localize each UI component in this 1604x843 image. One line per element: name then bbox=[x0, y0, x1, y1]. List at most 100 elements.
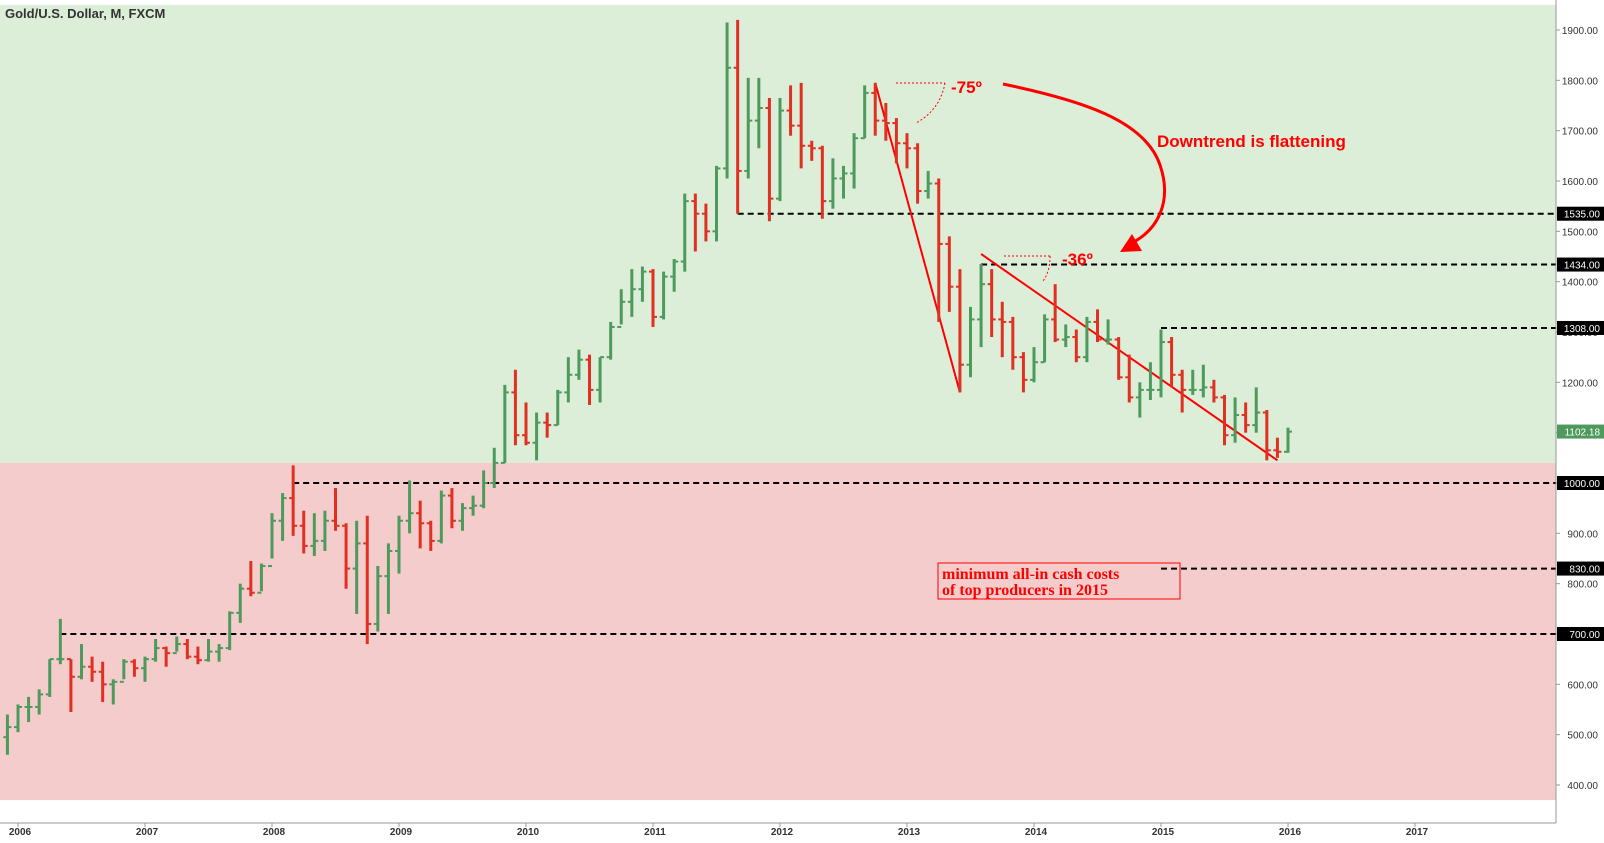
ohlc-bar bbox=[56, 618, 65, 665]
x-tick-label: 2007 bbox=[136, 827, 159, 838]
ohlc-bar bbox=[1072, 329, 1081, 363]
ohlc-bar bbox=[109, 679, 118, 705]
horizontal-levels bbox=[60, 82, 1556, 635]
x-tick-label: 2011 bbox=[644, 827, 666, 838]
level-price-tag bbox=[1557, 320, 1604, 335]
ohlc-bar bbox=[797, 82, 806, 169]
flattening-arrow bbox=[1002, 82, 1166, 248]
ohlc-bar bbox=[532, 412, 541, 461]
ohlc-bar bbox=[151, 639, 160, 662]
background-zone-1 bbox=[0, 462, 1556, 801]
ohlc-bar bbox=[299, 510, 308, 554]
ohlc-bar bbox=[807, 140, 816, 161]
ohlc-bar bbox=[1114, 337, 1123, 380]
ohlc-bar bbox=[723, 22, 732, 179]
ohlc-bar bbox=[627, 269, 636, 317]
ohlc-bar bbox=[395, 515, 403, 574]
level-price-tag bbox=[1557, 627, 1604, 641]
ohlc-bar bbox=[1157, 329, 1165, 398]
ohlc-bar bbox=[564, 357, 573, 403]
ohlc-bar bbox=[1082, 316, 1091, 363]
ohlc-bar bbox=[596, 356, 605, 403]
y-tick-label: 1200.00 bbox=[1562, 378, 1599, 389]
y-tick-label: 1500.00 bbox=[1562, 227, 1599, 238]
trendline-0 bbox=[874, 82, 961, 393]
level-price-tag-label: 830.00 bbox=[1569, 565, 1600, 576]
ohlc-bar bbox=[204, 639, 213, 662]
level-price-tag bbox=[1557, 257, 1604, 272]
ohlc-bar bbox=[500, 384, 509, 464]
ohlc-bar bbox=[955, 269, 964, 393]
ohlc-bar bbox=[1125, 354, 1134, 403]
angle-arc-36 bbox=[1004, 255, 1051, 282]
ohlc-bar bbox=[818, 145, 827, 219]
ohlc-bar bbox=[1188, 369, 1197, 395]
level-price-tag bbox=[1557, 561, 1604, 576]
y-tick-label: 1600.00 bbox=[1562, 177, 1599, 188]
ohlc-bar bbox=[268, 513, 276, 568]
y-axis-panel bbox=[1556, 0, 1604, 838]
ohlc-bar bbox=[98, 661, 107, 702]
ohlc-bar bbox=[1051, 284, 1060, 343]
x-axis-ticks: 2006 2007 2008 2009 2010 2011 2012 2013 2014 2015… bbox=[9, 823, 1429, 838]
ohlc-bar bbox=[1167, 337, 1176, 388]
ohlc-bar bbox=[945, 236, 954, 312]
ohlc-bar bbox=[871, 82, 880, 136]
angle-label-36: -36º bbox=[1062, 250, 1093, 269]
ohlc-bar bbox=[1220, 394, 1229, 446]
y-tick-label: 1800.00 bbox=[1562, 76, 1599, 87]
ohlc-bar bbox=[1252, 387, 1261, 433]
ohlc-bar bbox=[744, 77, 753, 179]
ohlc-bar bbox=[384, 543, 393, 614]
ohlc-bar bbox=[670, 259, 679, 292]
ohlc-bar bbox=[437, 490, 446, 544]
ohlc-bar bbox=[88, 656, 97, 682]
ohlc-bar bbox=[3, 714, 12, 755]
ohlc-bar bbox=[479, 470, 488, 509]
price-tags: 1535.00 1434.00 1308.00 1000.00 830.00 700.00… bbox=[1557, 206, 1604, 641]
ohlc-bar bbox=[892, 118, 901, 164]
ohlc-bar bbox=[236, 583, 245, 623]
x-tick-label: 2008 bbox=[263, 827, 286, 838]
ohlc-bar bbox=[1199, 364, 1208, 398]
ohlc-bar bbox=[35, 689, 44, 715]
ohlc-bar bbox=[1178, 369, 1187, 413]
level-price-tag-label: 1308.00 bbox=[1564, 324, 1601, 335]
ohlc-bar bbox=[765, 97, 774, 222]
ohlc-bar bbox=[172, 636, 181, 655]
ohlc-bar bbox=[66, 658, 75, 713]
x-tick-label: 2012 bbox=[771, 827, 794, 838]
ohlc-bar bbox=[193, 646, 202, 665]
x-tick-label: 2009 bbox=[390, 827, 413, 838]
ohlc-bar bbox=[617, 289, 626, 328]
x-tick-label: 2015 bbox=[1152, 827, 1175, 838]
ohlc-bar bbox=[14, 704, 22, 733]
level-price-tag-label: 1535.00 bbox=[1564, 210, 1601, 221]
ohlc-bar bbox=[1231, 397, 1240, 443]
chart-title: Gold/U.S. Dollar, M, FXCM bbox=[5, 6, 165, 21]
cash-cost-line-1: minimum all-in cash costs bbox=[942, 566, 1119, 583]
ohlc-bar bbox=[310, 513, 319, 556]
x-tick-label: 2013 bbox=[898, 827, 921, 838]
level-price-tag-label: 1434.00 bbox=[1564, 261, 1601, 272]
ohlc-bar bbox=[543, 412, 552, 438]
ohlc-bar bbox=[225, 611, 234, 651]
ohlc-bar bbox=[183, 639, 192, 660]
ohlc-bar bbox=[638, 266, 647, 302]
ohlc-bar bbox=[712, 165, 721, 242]
ohlc-bar bbox=[649, 269, 657, 327]
ohlc-bar bbox=[1262, 410, 1271, 461]
ohlc-bar bbox=[1061, 324, 1070, 348]
ohlc-bar bbox=[574, 349, 583, 380]
ohlc-bar bbox=[1008, 316, 1017, 370]
ohlc-bar bbox=[320, 510, 329, 551]
ohlc-bar bbox=[1135, 382, 1144, 418]
ohlc-bar bbox=[585, 354, 594, 405]
y-tick-label: 400.00 bbox=[1567, 781, 1598, 792]
ohlc-bar bbox=[934, 178, 943, 322]
ohlc-bar bbox=[490, 447, 499, 489]
y-tick-label: 900.00 bbox=[1567, 529, 1598, 540]
ohlc-bar bbox=[987, 269, 996, 338]
ohlc-bar bbox=[45, 658, 54, 697]
